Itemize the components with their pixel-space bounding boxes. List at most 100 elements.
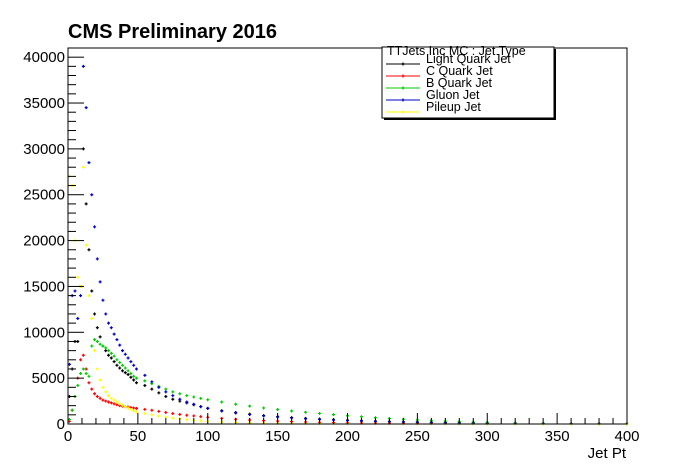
data-point xyxy=(76,383,80,387)
data-point xyxy=(87,381,91,385)
data-point xyxy=(143,407,147,411)
x-tick-label: 0 xyxy=(64,428,72,445)
legend-marker xyxy=(401,74,405,78)
x-tick-label: 150 xyxy=(265,428,290,445)
data-point xyxy=(115,363,119,367)
data-point xyxy=(150,408,154,412)
data-point xyxy=(107,353,111,357)
y-tick-label: 35000 xyxy=(23,95,65,112)
data-point xyxy=(90,289,94,293)
data-point xyxy=(87,374,91,378)
data-point xyxy=(101,344,105,348)
data-point xyxy=(126,406,130,410)
data-point xyxy=(121,349,125,353)
data-point xyxy=(95,367,99,371)
legend-marker xyxy=(401,98,405,102)
data-point xyxy=(134,367,138,371)
data-point xyxy=(164,394,168,398)
x-axis: 0 50 100 150 200 250 300 350 400 xyxy=(64,413,640,445)
data-point xyxy=(93,312,97,316)
data-point xyxy=(178,397,182,401)
x-tick-label: 350 xyxy=(545,428,570,445)
data-point xyxy=(107,400,111,404)
data-point xyxy=(118,343,122,347)
data-point xyxy=(90,193,94,197)
x-tick-label: 300 xyxy=(475,428,500,445)
data-point xyxy=(134,410,138,414)
data-point xyxy=(185,413,189,417)
data-point xyxy=(171,416,175,420)
data-point xyxy=(262,414,266,418)
data-point xyxy=(164,390,168,394)
x-axis-title: Jet Pt xyxy=(588,445,627,462)
data-point xyxy=(112,402,116,406)
legend-header: TTJets Inc MC : Jet Type xyxy=(387,44,526,58)
data-point xyxy=(84,367,88,371)
data-point xyxy=(115,403,119,407)
data-point xyxy=(248,413,252,417)
data-point xyxy=(132,409,136,413)
legend-entry: C Quark Jet xyxy=(426,64,493,78)
y-tick-label: 40000 xyxy=(23,49,65,66)
data-point xyxy=(123,366,127,370)
data-point xyxy=(171,394,175,398)
data-point xyxy=(150,413,154,417)
data-point xyxy=(199,396,203,400)
data-point xyxy=(95,257,99,261)
legend-marker xyxy=(401,86,405,90)
data-point xyxy=(107,349,111,353)
data-point xyxy=(262,406,266,410)
data-point xyxy=(101,385,105,389)
y-axis: 0 5000 10000 15000 20000 25000 30000 35000 40000 xyxy=(23,47,84,433)
data-point xyxy=(95,339,99,343)
data-point xyxy=(112,398,116,402)
data-point xyxy=(185,400,189,404)
data-point xyxy=(101,298,105,302)
data-point xyxy=(118,402,122,406)
data-point xyxy=(185,394,189,398)
data-point xyxy=(143,383,147,387)
data-point xyxy=(129,375,133,379)
data-point xyxy=(359,415,363,419)
data-point xyxy=(132,363,136,367)
data-point xyxy=(123,405,127,409)
data-point xyxy=(87,248,91,252)
data-point xyxy=(90,344,94,348)
data-point xyxy=(234,402,238,406)
data-point xyxy=(164,410,168,414)
data-point xyxy=(101,398,105,402)
data-point xyxy=(115,400,119,404)
data-point xyxy=(84,372,88,376)
data-point xyxy=(185,418,189,422)
data-point xyxy=(104,399,108,403)
data-point xyxy=(81,353,85,357)
data-point xyxy=(192,414,196,418)
data-point xyxy=(157,385,161,389)
data-point xyxy=(115,358,119,362)
data-point xyxy=(126,356,130,360)
data-point xyxy=(171,397,175,401)
data-point xyxy=(98,378,102,382)
data-point xyxy=(164,387,168,391)
data-point xyxy=(107,394,111,398)
data-point xyxy=(90,387,94,391)
data-point xyxy=(123,352,127,356)
data-point xyxy=(98,342,102,346)
data-point xyxy=(134,381,138,385)
y-tick-label: 0 xyxy=(57,416,65,433)
y-tick-label: 10000 xyxy=(23,324,65,341)
data-point xyxy=(112,360,116,364)
y-tick-label: 5000 xyxy=(32,370,65,387)
data-point xyxy=(79,294,83,298)
data-point xyxy=(109,351,113,355)
data-point xyxy=(199,415,203,419)
x-tick-label: 100 xyxy=(195,428,220,445)
data-point xyxy=(132,406,136,410)
x-tick-label: 50 xyxy=(130,428,147,445)
data-point xyxy=(126,369,130,373)
data-point xyxy=(93,225,97,229)
data-point xyxy=(234,411,238,415)
data-point xyxy=(129,372,133,376)
data-point xyxy=(93,392,97,396)
data-point xyxy=(129,360,133,364)
